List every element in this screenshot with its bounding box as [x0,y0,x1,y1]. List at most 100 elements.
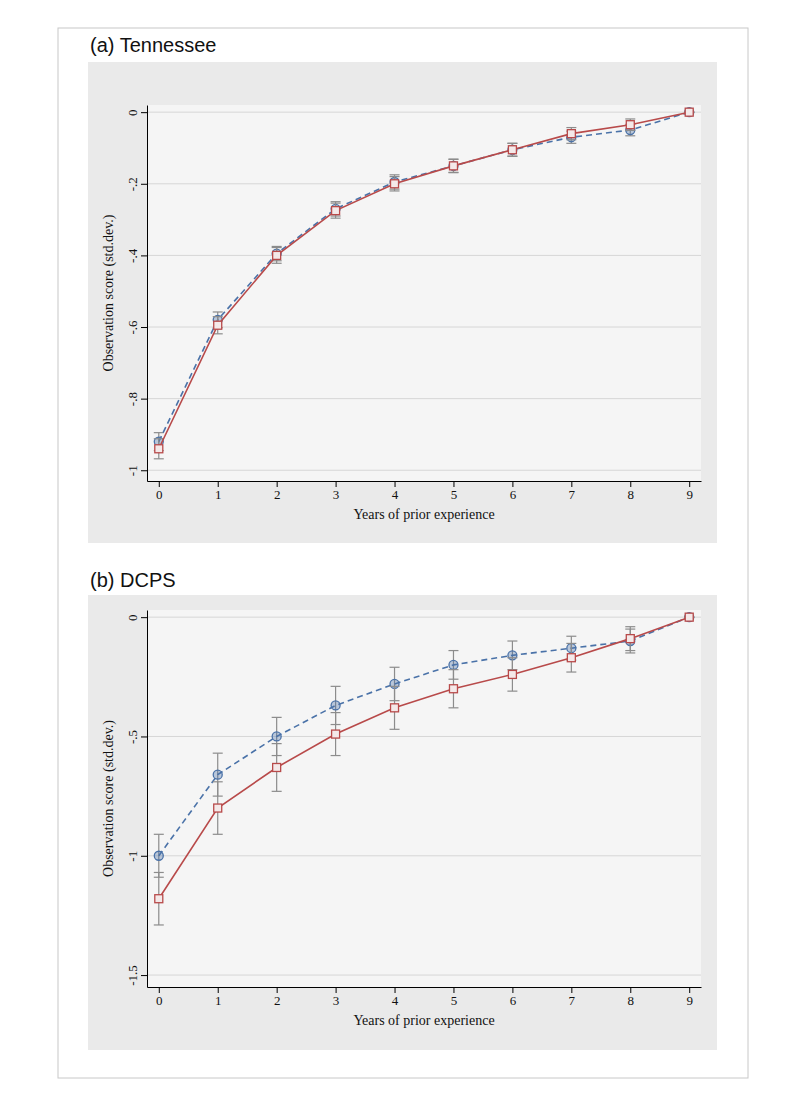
error-bar [154,872,164,924]
x-tick-label: 3 [333,993,340,1008]
x-axis-title: Years of prior experience [353,507,494,522]
x-tick-mark [571,481,572,487]
y-tick: -.5 [125,730,147,744]
x-tick-label: 9 [686,487,693,502]
series-marker [685,108,694,117]
error-bar [213,782,223,834]
x-tick-label: 4 [392,993,399,1008]
error-bar [390,177,400,191]
series-marker [508,145,517,154]
x-tick-mark [571,987,572,993]
error-bar [154,834,164,877]
x-tick-label: 8 [628,487,635,502]
series-marker [332,730,340,738]
x-tick-label: 2 [274,993,281,1008]
x-tick: 7 [569,987,576,1008]
series-marker [449,660,458,669]
x-tick-label: 5 [451,487,458,502]
series-line [159,617,689,856]
y-tick-mark [141,399,147,400]
x-tick-mark [453,987,454,993]
y-tick-label: -.5 [125,730,140,744]
x-tick: 9 [686,987,693,1008]
error-bar [331,203,341,218]
series-marker [273,763,281,771]
grid-line [147,617,701,618]
y-tick-mark [141,975,147,976]
grid-line [147,112,701,113]
error-bar [507,658,517,691]
series-marker [449,162,457,170]
x-tick-mark [336,481,337,487]
x-tick-mark [277,481,278,487]
series [154,613,694,925]
x-tick: 1 [215,481,222,502]
error-bar [566,643,576,672]
x-tick-label: 2 [274,487,281,502]
y-tick-label: -1 [125,465,140,476]
x-tick-label: 1 [215,993,222,1008]
y-tick-label: -1.5 [125,965,140,986]
grid-line [147,855,701,856]
error-bar [272,744,282,792]
y-tick-label: -.4 [125,248,140,263]
error-bar [507,143,517,156]
series-marker [449,685,457,693]
x-tick: 7 [569,481,576,502]
y-tick: 0 [125,109,147,116]
series-line [159,112,689,441]
y-tick: -.4 [125,248,147,263]
x-tick-mark [453,481,454,487]
panel-background [88,595,717,1050]
series-marker [155,445,163,453]
series-marker [626,121,634,129]
x-tick-label: 3 [333,487,340,502]
panel-background [88,62,717,543]
series-marker [391,704,399,712]
series-marker [331,701,340,710]
plot-background [147,105,701,481]
figure-frame [58,28,748,1078]
x-tick-mark [277,987,278,993]
y-tick: 0 [125,614,147,621]
y-tick: -1 [125,465,147,476]
series [154,108,694,459]
y-tick-mark [141,736,147,737]
y-axis-title: Observation score (std.dev.) [101,214,117,371]
x-tick: 2 [274,481,281,502]
x-tick-label: 7 [569,993,576,1008]
error-bar [625,119,635,130]
grid-line [147,183,701,184]
x-tick-mark [689,987,690,993]
x-tick-label: 5 [451,993,458,1008]
series-marker [332,207,340,215]
error-bar [390,686,400,729]
series-marker [154,851,163,860]
series-marker [508,146,516,154]
error-bar [448,159,458,172]
x-axis: 0123456789 [148,481,702,502]
x-axis: 0123456789 [148,987,702,1008]
error-bar [448,159,458,173]
series-marker [214,321,222,329]
grid-line [147,736,701,737]
x-tick: 0 [156,481,163,502]
x-tick-mark [630,987,631,993]
x-tick-label: 0 [156,487,163,502]
data-marks [154,108,694,459]
error-bar [625,627,635,651]
x-tick-label: 7 [569,487,576,502]
x-tick-label: 8 [628,993,635,1008]
series-line [159,112,689,449]
series [154,108,694,451]
series-marker [626,635,634,643]
x-tick-label: 4 [392,487,399,502]
series-marker [567,654,575,662]
x-tick-mark [512,481,513,487]
y-tick: -.6 [125,320,147,335]
series-marker [155,895,163,903]
y-tick-mark [141,617,147,618]
y-tick-mark [141,184,147,185]
x-tick-mark [159,987,160,993]
y-axis: -1-.8-.6-.4-.20 [125,106,148,482]
